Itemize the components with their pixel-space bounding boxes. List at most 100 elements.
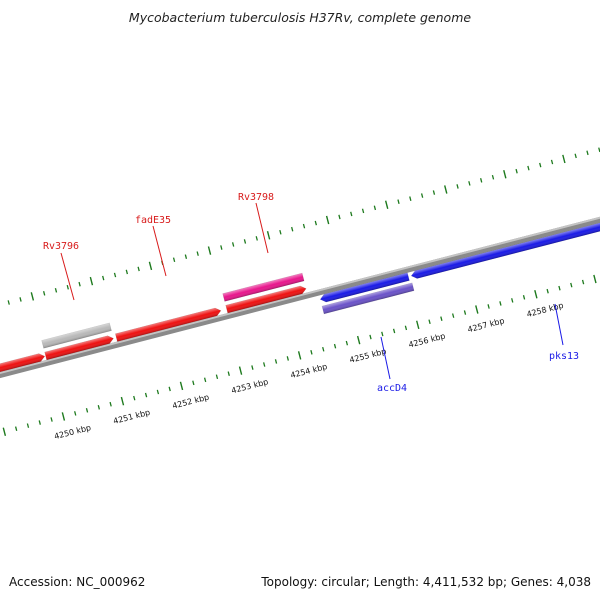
minor-tick: [263, 362, 266, 367]
minor-tick: [345, 340, 349, 346]
minor-tick: [78, 281, 81, 287]
forward-gene-shading: [115, 308, 221, 342]
minor-tick: [85, 408, 89, 413]
minor-tick: [451, 313, 455, 318]
minor-tick: [54, 287, 58, 293]
minor-tick: [196, 251, 199, 256]
scale-label-4254: 4254 kbp: [289, 362, 328, 380]
minor-tick: [302, 223, 306, 229]
ruler-row-outer: [7, 147, 600, 305]
forward-gene: [0, 353, 46, 375]
minor-tick: [392, 328, 396, 334]
label-leader-rv3796: [60, 252, 75, 301]
minor-tick: [184, 254, 188, 259]
minor-tick: [350, 211, 353, 217]
minor-tick: [192, 380, 195, 386]
forward-feature-gray-shading: [41, 322, 112, 349]
minor-tick: [172, 257, 176, 263]
reverse-gene-shading: [411, 215, 600, 279]
major-tick: [89, 276, 94, 286]
label-leader-rv3798: [255, 202, 269, 254]
minor-tick: [168, 386, 171, 392]
major-tick: [444, 185, 448, 194]
map-title: Mycobacterium tuberculosis H37Rv, comple…: [129, 10, 471, 25]
minor-tick: [480, 178, 483, 183]
reverse-gene: [410, 215, 600, 279]
major-tick: [356, 335, 361, 345]
forward-feature-pink: [222, 272, 305, 302]
accession-text: Accession: NC_000962: [9, 575, 145, 589]
minor-tick: [468, 181, 471, 186]
minor-tick: [539, 162, 542, 168]
scale-label-4251: 4251 kbp: [112, 408, 151, 426]
reverse-feature-purple-shading: [322, 282, 415, 314]
scale-label-4256: 4256 kbp: [408, 331, 447, 349]
minor-tick: [373, 205, 377, 211]
minor-tick: [74, 411, 77, 416]
major-tick: [179, 381, 184, 391]
ruler-row-inner: [2, 274, 597, 436]
minor-tick: [26, 423, 30, 428]
minor-tick: [19, 297, 22, 302]
minor-tick: [338, 214, 341, 220]
scale-label-4257: 4257 kbp: [467, 316, 506, 334]
major-tick: [384, 200, 389, 209]
minor-tick: [274, 359, 278, 364]
major-tick: [266, 231, 271, 240]
minor-tick: [220, 245, 223, 250]
minor-tick: [38, 420, 41, 425]
minor-tick: [546, 288, 549, 294]
minor-tick: [440, 316, 443, 321]
minor-tick: [14, 426, 18, 431]
minor-tick: [522, 295, 526, 300]
gene-label-pks13: pks13: [549, 351, 579, 362]
minor-tick: [558, 285, 561, 291]
minor-tick: [156, 389, 160, 395]
major-tick: [297, 351, 302, 360]
forward-gene-shading: [225, 285, 307, 314]
gene-label-layer: Rv3796 fadE35 Rv3798 accD4 pks13: [43, 192, 579, 394]
minor-tick: [215, 374, 219, 380]
forward-gene: [225, 285, 307, 314]
minor-tick: [409, 196, 412, 201]
minor-tick: [369, 334, 372, 340]
minor-tick: [581, 279, 585, 285]
gene-label-accd4: accD4: [377, 383, 407, 394]
minor-tick: [133, 395, 136, 401]
minor-tick: [113, 272, 117, 278]
minor-tick: [515, 168, 518, 174]
minor-tick: [333, 343, 337, 349]
major-tick: [534, 290, 538, 299]
forward-feature-pink-shading: [222, 273, 305, 302]
minor-tick: [7, 300, 10, 305]
minor-tick: [97, 404, 101, 410]
minor-tick: [397, 199, 400, 204]
label-leader-accd4: [380, 336, 391, 380]
minor-tick: [102, 275, 105, 281]
label-leader-pks13: [554, 303, 564, 346]
major-tick: [503, 169, 507, 179]
scale-label-4255: 4255 kbp: [349, 347, 388, 365]
minor-tick: [144, 392, 148, 398]
forward-gene-shading: [44, 335, 114, 360]
minor-tick: [310, 350, 313, 355]
minor-tick: [527, 165, 530, 171]
scale-label-4252: 4252 kbp: [171, 393, 210, 411]
major-tick: [61, 412, 66, 421]
minor-tick: [231, 242, 235, 247]
ruler-ticks: [2, 147, 600, 436]
scale-label-4258: 4258 kbp: [526, 301, 565, 319]
forward-gene-shading: [0, 353, 45, 375]
label-leader-fade35: [152, 225, 167, 277]
minor-tick: [586, 150, 589, 156]
major-tick: [416, 320, 420, 330]
genome-stats-text: Topology: circular; Length: 4,411,532 bp…: [260, 575, 591, 589]
gene-label-rv3796: Rv3796: [43, 241, 79, 252]
minor-tick: [279, 229, 282, 235]
minor-tick: [574, 153, 577, 159]
forward-gene: [44, 335, 114, 361]
gene-label-fade35: fadE35: [135, 215, 171, 226]
minor-tick: [428, 319, 431, 325]
forward-gene: [114, 307, 222, 342]
